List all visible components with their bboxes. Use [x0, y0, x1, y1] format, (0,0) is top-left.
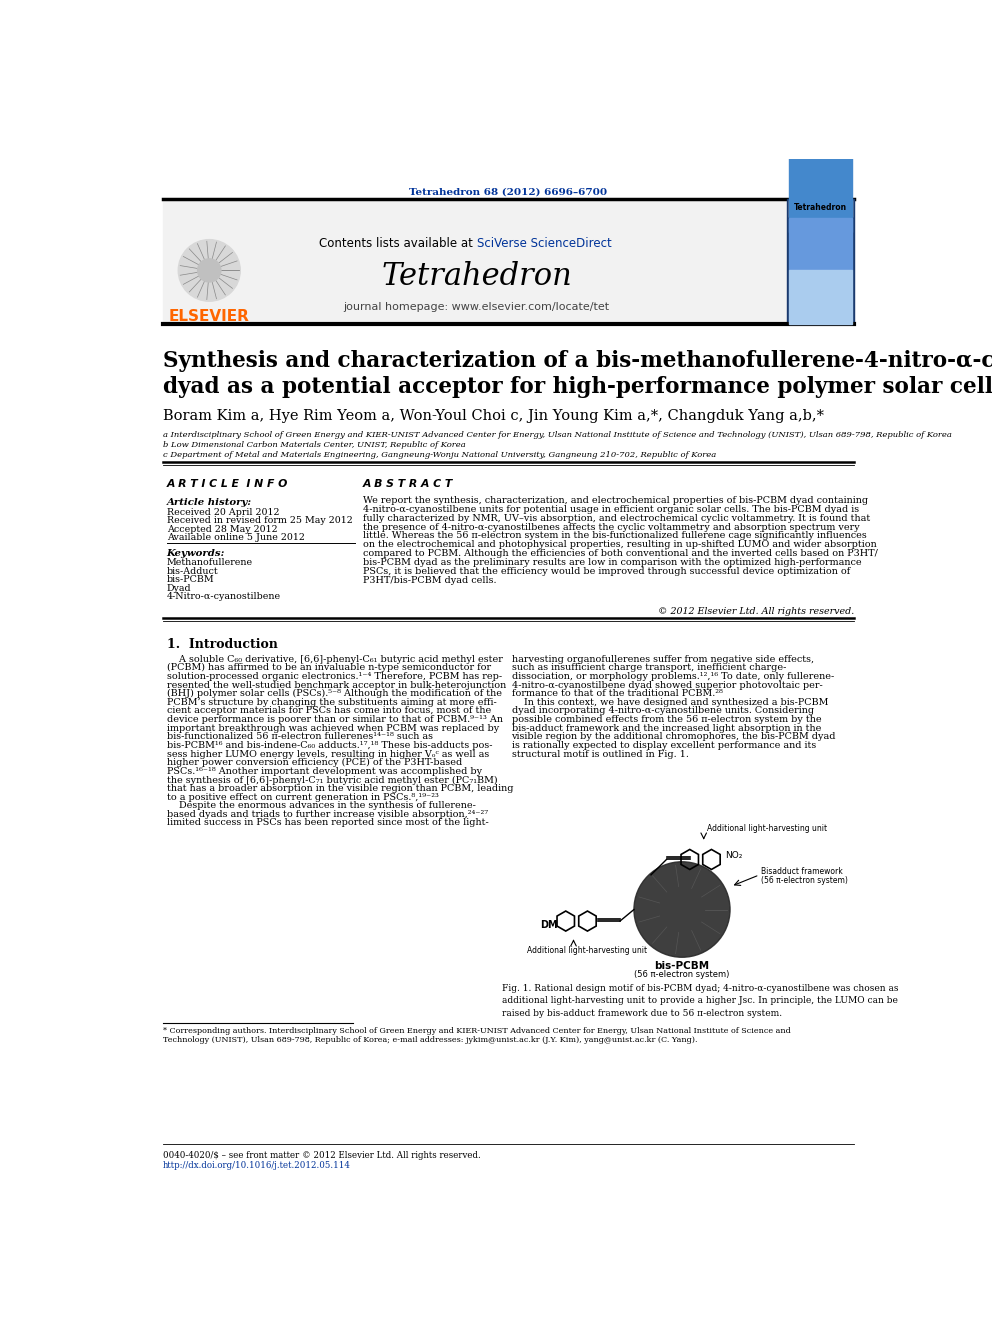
- Text: based dyads and triads to further increase visible absorption,²⁴⁻²⁷: based dyads and triads to further increa…: [167, 810, 488, 819]
- Text: We report the synthesis, characterization, and electrochemical properties of bis: We report the synthesis, characterizatio…: [363, 496, 868, 505]
- Text: dyad as a potential acceptor for high-performance polymer solar cells: dyad as a potential acceptor for high-pe…: [163, 376, 992, 398]
- Text: © 2012 Elsevier Ltd. All rights reserved.: © 2012 Elsevier Ltd. All rights reserved…: [658, 607, 854, 617]
- Text: harvesting organofullerenes suffer from negative side effects,: harvesting organofullerenes suffer from …: [512, 655, 813, 664]
- Text: PSCs, it is believed that the efficiency would be improved through successful de: PSCs, it is believed that the efficiency…: [363, 566, 850, 576]
- Text: In this context, we have designed and synthesized a bis-PCBM: In this context, we have designed and sy…: [512, 697, 828, 706]
- Text: P3HT/bis-PCBM dyad cells.: P3HT/bis-PCBM dyad cells.: [363, 576, 496, 585]
- Text: Article history:: Article history:: [167, 497, 252, 507]
- Text: little. Whereas the 56 π-electron system in the bis-functionalized fullerene cag: little. Whereas the 56 π-electron system…: [363, 532, 866, 540]
- Text: Received 20 April 2012: Received 20 April 2012: [167, 508, 279, 516]
- Text: bis-adduct framework and the increased light absorption in the: bis-adduct framework and the increased l…: [512, 724, 820, 733]
- Text: bis-PCBM dyad as the preliminary results are low in comparison with the optimize: bis-PCBM dyad as the preliminary results…: [363, 558, 861, 568]
- Text: Available online 5 June 2012: Available online 5 June 2012: [167, 533, 305, 542]
- Bar: [789, 200, 852, 217]
- Text: bis-PCBM: bis-PCBM: [167, 576, 214, 585]
- Text: Received in revised form 25 May 2012: Received in revised form 25 May 2012: [167, 516, 352, 525]
- Text: possible combined effects from the 56 π-electron system by the: possible combined effects from the 56 π-…: [512, 714, 821, 724]
- Text: resented the well-studied benchmark acceptor in bulk-heterojunction: resented the well-studied benchmark acce…: [167, 680, 506, 689]
- Text: ELSEVIER: ELSEVIER: [169, 310, 250, 324]
- Text: Dyad: Dyad: [167, 583, 191, 593]
- Text: 4-nitro-α-cyanostilbene dyad showed superior photovoltaic per-: 4-nitro-α-cyanostilbene dyad showed supe…: [512, 680, 822, 689]
- Circle shape: [197, 259, 221, 282]
- Text: such as insufficient charge transport, inefficient charge-: such as insufficient charge transport, i…: [512, 663, 786, 672]
- Text: 4-Nitro-α-cyanostilbene: 4-Nitro-α-cyanostilbene: [167, 593, 281, 601]
- Text: on the electrochemical and photophysical properties, resulting in up-shifted LUM: on the electrochemical and photophysical…: [363, 540, 877, 549]
- Circle shape: [179, 239, 240, 302]
- Text: structural motif is outlined in Fig. 1.: structural motif is outlined in Fig. 1.: [512, 750, 688, 758]
- Text: the presence of 4-nitro-α-cyanostilbenes affects the cyclic voltammetry and abso: the presence of 4-nitro-α-cyanostilbenes…: [363, 523, 859, 532]
- Text: bis-PCBM: bis-PCBM: [655, 960, 709, 971]
- Text: device performance is poorer than or similar to that of PCBM.⁹⁻¹³ An: device performance is poorer than or sim…: [167, 714, 503, 724]
- Text: 1.  Introduction: 1. Introduction: [167, 638, 278, 651]
- Text: c Department of Metal and Materials Engineering, Gangneung-Wonju National Univer: c Department of Metal and Materials Engi…: [163, 451, 716, 459]
- Circle shape: [634, 861, 730, 958]
- Text: fully characterized by NMR, UV–vis absorption, and electrochemical cyclic voltam: fully characterized by NMR, UV–vis absor…: [363, 513, 870, 523]
- Text: Tetrahedron: Tetrahedron: [794, 202, 846, 212]
- Text: PCBM’s structure by changing the substituents aiming at more effi-: PCBM’s structure by changing the substit…: [167, 697, 496, 706]
- Text: Synthesis and characterization of a bis-methanofullerene-4-nitro-α-cyanostilbene: Synthesis and characterization of a bis-…: [163, 349, 992, 372]
- Text: 4-nitro-α-cyanostilbene units for potential usage in efficient organic solar cel: 4-nitro-α-cyanostilbene units for potent…: [363, 505, 859, 513]
- Text: Despite the enormous advances in the synthesis of fullerene-: Despite the enormous advances in the syn…: [167, 802, 475, 810]
- Text: that has a broader absorption in the visible region than PCBM, leading: that has a broader absorption in the vis…: [167, 785, 513, 792]
- Text: Methanofullerene: Methanofullerene: [167, 558, 253, 568]
- Text: * Corresponding authors. Interdisciplinary School of Green Energy and KIER-UNIST: * Corresponding authors. Interdisciplina…: [163, 1028, 791, 1036]
- Text: bis-Adduct: bis-Adduct: [167, 566, 218, 576]
- Text: compared to PCBM. Although the efficiencies of both conventional and the inverte: compared to PCBM. Although the efficienc…: [363, 549, 878, 558]
- Text: Boram Kim a, Hye Rim Yeom a, Won-Youl Choi c, Jin Young Kim a,*, Changduk Yang a: Boram Kim a, Hye Rim Yeom a, Won-Youl Ch…: [163, 409, 823, 423]
- Text: is rationally expected to display excellent performance and its: is rationally expected to display excell…: [512, 741, 815, 750]
- Text: cient acceptor materials for PSCs has come into focus, most of the: cient acceptor materials for PSCs has co…: [167, 706, 491, 716]
- Text: formance to that of the traditional PCBM.²⁸: formance to that of the traditional PCBM…: [512, 689, 722, 699]
- Text: DM: DM: [540, 919, 558, 930]
- Text: (56 π-electron system): (56 π-electron system): [634, 971, 730, 979]
- Text: Additional light-harvesting unit: Additional light-harvesting unit: [527, 946, 647, 955]
- Text: (BHJ) polymer solar cells (PSCs).⁵⁻⁸ Although the modification of the: (BHJ) polymer solar cells (PSCs).⁵⁻⁸ Alt…: [167, 689, 502, 699]
- Text: (56 π-electron system): (56 π-electron system): [761, 876, 848, 885]
- Text: A B S T R A C T: A B S T R A C T: [363, 479, 453, 490]
- Text: A R T I C L E  I N F O: A R T I C L E I N F O: [167, 479, 288, 490]
- Bar: [163, 198, 854, 324]
- Text: SciVerse ScienceDirect: SciVerse ScienceDirect: [476, 237, 611, 250]
- Bar: [789, 218, 852, 270]
- Text: Tetrahedron: Tetrahedron: [381, 261, 572, 292]
- Text: important breakthrough was achieved when PCBM was replaced by: important breakthrough was achieved when…: [167, 724, 499, 733]
- Text: NO₂: NO₂: [724, 851, 742, 860]
- Text: dyad incorporating 4-nitro-α-cyanostilbene units. Considering: dyad incorporating 4-nitro-α-cyanostilbe…: [512, 706, 813, 716]
- Text: the synthesis of [6,6]-phenyl-C₇₁ butyric acid methyl ester (PC₇₁BM): the synthesis of [6,6]-phenyl-C₇₁ butyri…: [167, 775, 497, 785]
- Bar: [789, 142, 852, 232]
- Bar: [789, 270, 852, 324]
- Text: journal homepage: www.elsevier.com/locate/tet: journal homepage: www.elsevier.com/locat…: [343, 303, 610, 312]
- Text: b Low Dimensional Carbon Materials Center, UNIST, Republic of Korea: b Low Dimensional Carbon Materials Cente…: [163, 441, 465, 448]
- Text: to a positive effect on current generation in PSCs.⁸,¹⁹⁻²³: to a positive effect on current generati…: [167, 792, 438, 802]
- Text: Keywords:: Keywords:: [167, 549, 225, 558]
- Text: limited success in PSCs has been reported since most of the light-: limited success in PSCs has been reporte…: [167, 819, 488, 827]
- Text: http://dx.doi.org/10.1016/j.tet.2012.05.114: http://dx.doi.org/10.1016/j.tet.2012.05.…: [163, 1162, 350, 1171]
- Text: sess higher LUMO energy levels, resulting in higher Vₒᶜ as well as: sess higher LUMO energy levels, resultin…: [167, 750, 489, 758]
- Text: Bisadduct framework: Bisadduct framework: [761, 867, 843, 876]
- Text: (PCBM) has affirmed to be an invaluable n-type semiconductor for: (PCBM) has affirmed to be an invaluable …: [167, 663, 491, 672]
- Text: dissociation, or morphology problems.¹²,¹⁶ To date, only fullerene-: dissociation, or morphology problems.¹²,…: [512, 672, 833, 681]
- Text: solution-processed organic electronics.¹⁻⁴ Therefore, PCBM has rep-: solution-processed organic electronics.¹…: [167, 672, 502, 681]
- Bar: [502, 828, 852, 979]
- Text: a Interdisciplinary School of Green Energy and KIER-UNIST Advanced Center for En: a Interdisciplinary School of Green Ener…: [163, 430, 951, 438]
- Text: PSCs.¹⁶⁻¹⁸ Another important development was accomplished by: PSCs.¹⁶⁻¹⁸ Another important development…: [167, 767, 482, 775]
- Bar: [787, 198, 854, 324]
- Text: Additional light-harvesting unit: Additional light-harvesting unit: [706, 824, 827, 833]
- Text: A soluble C₆₀ derivative, [6,6]-phenyl-C₆₁ butyric acid methyl ester: A soluble C₆₀ derivative, [6,6]-phenyl-C…: [167, 655, 503, 664]
- Text: visible region by the additional chromophores, the bis-PCBM dyad: visible region by the additional chromop…: [512, 732, 836, 741]
- Text: Fig. 1. Rational design motif of bis-PCBM dyad; 4-nitro-α-cyanostilbene was chos: Fig. 1. Rational design motif of bis-PCB…: [502, 984, 899, 1017]
- Text: 0040-4020/$ – see front matter © 2012 Elsevier Ltd. All rights reserved.: 0040-4020/$ – see front matter © 2012 El…: [163, 1151, 480, 1159]
- Text: Technology (UNIST), Ulsan 689-798, Republic of Korea; e-mail addresses: jykim@un: Technology (UNIST), Ulsan 689-798, Repub…: [163, 1036, 697, 1044]
- Text: higher power conversion efficiency (PCE) of the P3HT-based: higher power conversion efficiency (PCE)…: [167, 758, 462, 767]
- Text: Tetrahedron 68 (2012) 6696–6700: Tetrahedron 68 (2012) 6696–6700: [410, 188, 607, 197]
- Text: bis-PCBM¹⁶ and bis-indene-C₆₀ adducts.¹⁷,¹⁸ These bis-adducts pos-: bis-PCBM¹⁶ and bis-indene-C₆₀ adducts.¹⁷…: [167, 741, 492, 750]
- Text: Contents lists available at: Contents lists available at: [319, 237, 476, 250]
- Text: Accepted 28 May 2012: Accepted 28 May 2012: [167, 524, 277, 533]
- Text: bis-functionalized 56 π-electron fullerenes¹⁴⁻¹⁸ such as: bis-functionalized 56 π-electron fullere…: [167, 732, 433, 741]
